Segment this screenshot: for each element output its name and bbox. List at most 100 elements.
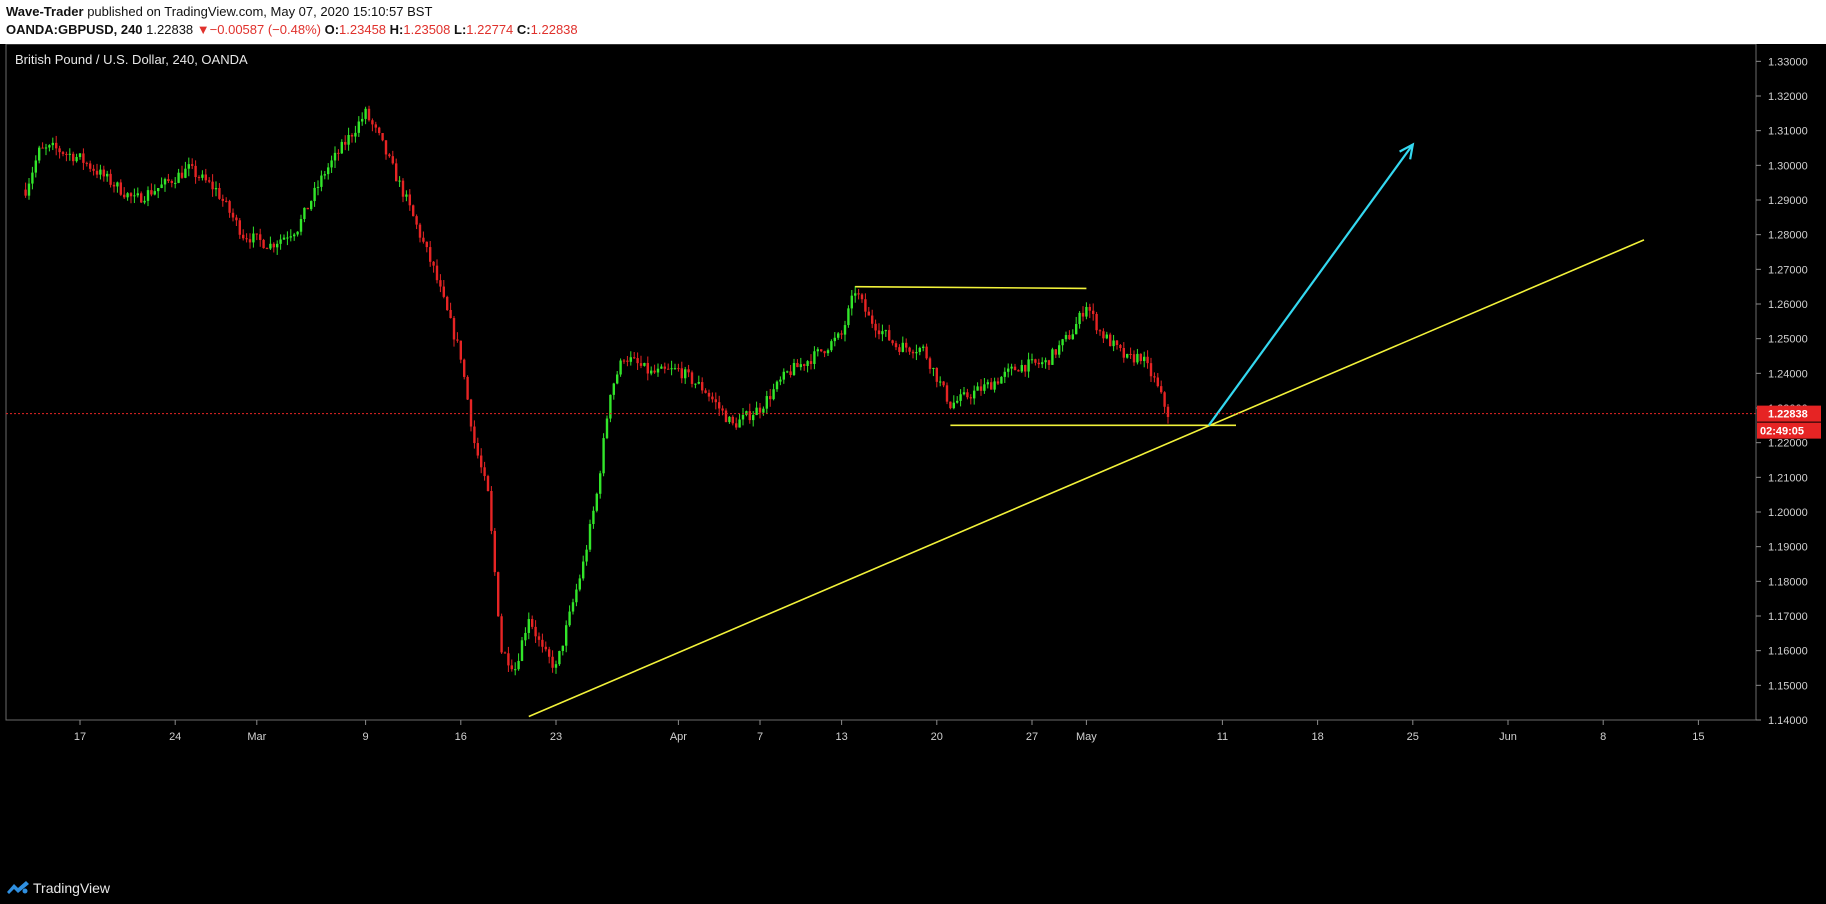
- down-candle: [646, 356, 649, 381]
- candle-body: [140, 193, 143, 203]
- down-candle: [497, 571, 500, 617]
- up-candle: [1058, 340, 1061, 358]
- publish-header: Wave-Trader published on TradingView.com…: [0, 0, 1826, 44]
- up-candle: [650, 366, 653, 376]
- up-candle: [915, 344, 918, 361]
- up-candle: [1003, 367, 1006, 384]
- candle-body: [520, 640, 524, 661]
- arrow-head[interactable]: [1399, 142, 1415, 160]
- candle-body: [1149, 363, 1153, 377]
- candle-body: [969, 397, 972, 399]
- candle-body: [361, 118, 364, 122]
- up-candle: [843, 320, 847, 342]
- down-candle: [55, 135, 58, 156]
- down-candle: [724, 408, 728, 423]
- candle-body: [330, 160, 333, 168]
- candle-body: [507, 653, 510, 666]
- support-trendline[interactable]: [528, 239, 1645, 718]
- target-arrow[interactable]: [1207, 143, 1414, 426]
- up-candle: [78, 153, 82, 160]
- candle-body: [187, 164, 190, 169]
- down-candle: [95, 163, 99, 179]
- candle-body: [78, 153, 82, 157]
- up-candle: [31, 166, 34, 190]
- candle-body: [184, 168, 187, 178]
- down-candle: [820, 349, 823, 353]
- up-candle: [939, 376, 942, 387]
- down-candle: [1149, 357, 1153, 382]
- candle-body: [558, 651, 561, 665]
- tradingview-brand[interactable]: TradingView: [33, 880, 111, 896]
- down-candle: [204, 168, 207, 183]
- up-candle: [956, 396, 959, 404]
- y-tick-label: 1.26000: [1768, 299, 1808, 311]
- down-candle: [758, 402, 762, 419]
- down-candle: [860, 293, 864, 303]
- chart-area[interactable]: 1.33000 1.32000 1.31000 1.30000 1.29000 1.280…: [0, 44, 1826, 880]
- last-price-badge: [1757, 405, 1821, 422]
- down-candle: [622, 358, 626, 364]
- candle-body: [809, 361, 813, 364]
- down-candle: [534, 620, 537, 643]
- x-tick-label: 27: [1026, 731, 1038, 743]
- tradingview-logo-icon[interactable]: [6, 879, 30, 895]
- up-candle: [643, 362, 646, 367]
- up-candle: [48, 144, 51, 152]
- y-tick-label: 1.21000: [1768, 472, 1808, 484]
- y-tick-label: 1.30000: [1768, 160, 1808, 172]
- candle-body: [922, 346, 925, 348]
- candle-body: [690, 372, 694, 384]
- candle-body: [469, 399, 473, 427]
- down-candle: [1068, 330, 1071, 340]
- candle-body: [758, 407, 762, 413]
- up-candle: [153, 184, 156, 196]
- down-candle: [344, 135, 347, 151]
- down-candle: [119, 179, 122, 196]
- down-candle: [531, 615, 534, 630]
- down-candle: [61, 150, 65, 157]
- horizontal-level-line[interactable]: [855, 285, 1087, 290]
- up-candle: [1041, 357, 1044, 368]
- down-candle: [422, 231, 425, 244]
- up-candle: [313, 181, 316, 207]
- up-candle: [660, 364, 663, 369]
- candle-body: [327, 167, 330, 175]
- candle-body: [1064, 335, 1068, 340]
- candle-body: [1163, 392, 1166, 407]
- down-candle: [415, 214, 418, 230]
- down-candle: [129, 192, 133, 204]
- candle-body: [167, 179, 170, 182]
- up-candle: [1085, 302, 1088, 320]
- down-candle: [231, 208, 235, 222]
- high-label: H:: [389, 22, 404, 37]
- candle-body: [956, 400, 959, 403]
- countdown-badge: [1757, 422, 1821, 439]
- candle-body: [765, 396, 768, 409]
- down-candle: [221, 194, 224, 207]
- author-name[interactable]: Wave-Trader: [6, 4, 84, 19]
- down-candle: [1115, 340, 1119, 350]
- ohlc-line: OANDA:GBPUSD, 240 1.22838 ▼−0.00587 (−0.…: [6, 22, 578, 37]
- down-candle: [925, 343, 928, 360]
- down-candle: [367, 105, 371, 122]
- price-chart[interactable]: 1.33000 1.32000 1.31000 1.30000 1.29000 1.280…: [0, 44, 1826, 880]
- up-candle: [116, 181, 119, 193]
- down-candle: [1013, 363, 1017, 371]
- candle-body: [786, 371, 789, 373]
- candle-body: [680, 368, 683, 379]
- candle-body: [782, 371, 785, 380]
- down-candle: [194, 160, 197, 184]
- up-candle: [609, 394, 612, 423]
- down-candle: [1119, 344, 1122, 352]
- up-candle: [884, 329, 887, 337]
- x-tick-label: 15: [1692, 731, 1704, 743]
- down-candle: [894, 340, 898, 351]
- down-candle: [384, 140, 388, 160]
- candle-body: [214, 187, 218, 190]
- candle-body: [1146, 356, 1149, 364]
- up-candle: [316, 180, 320, 196]
- symbol-label: OANDA:GBPUSD, 240: [6, 22, 143, 37]
- change-value: −0.00587 (−0.48%): [209, 22, 321, 37]
- candle-body: [112, 184, 116, 187]
- up-candle: [568, 605, 571, 627]
